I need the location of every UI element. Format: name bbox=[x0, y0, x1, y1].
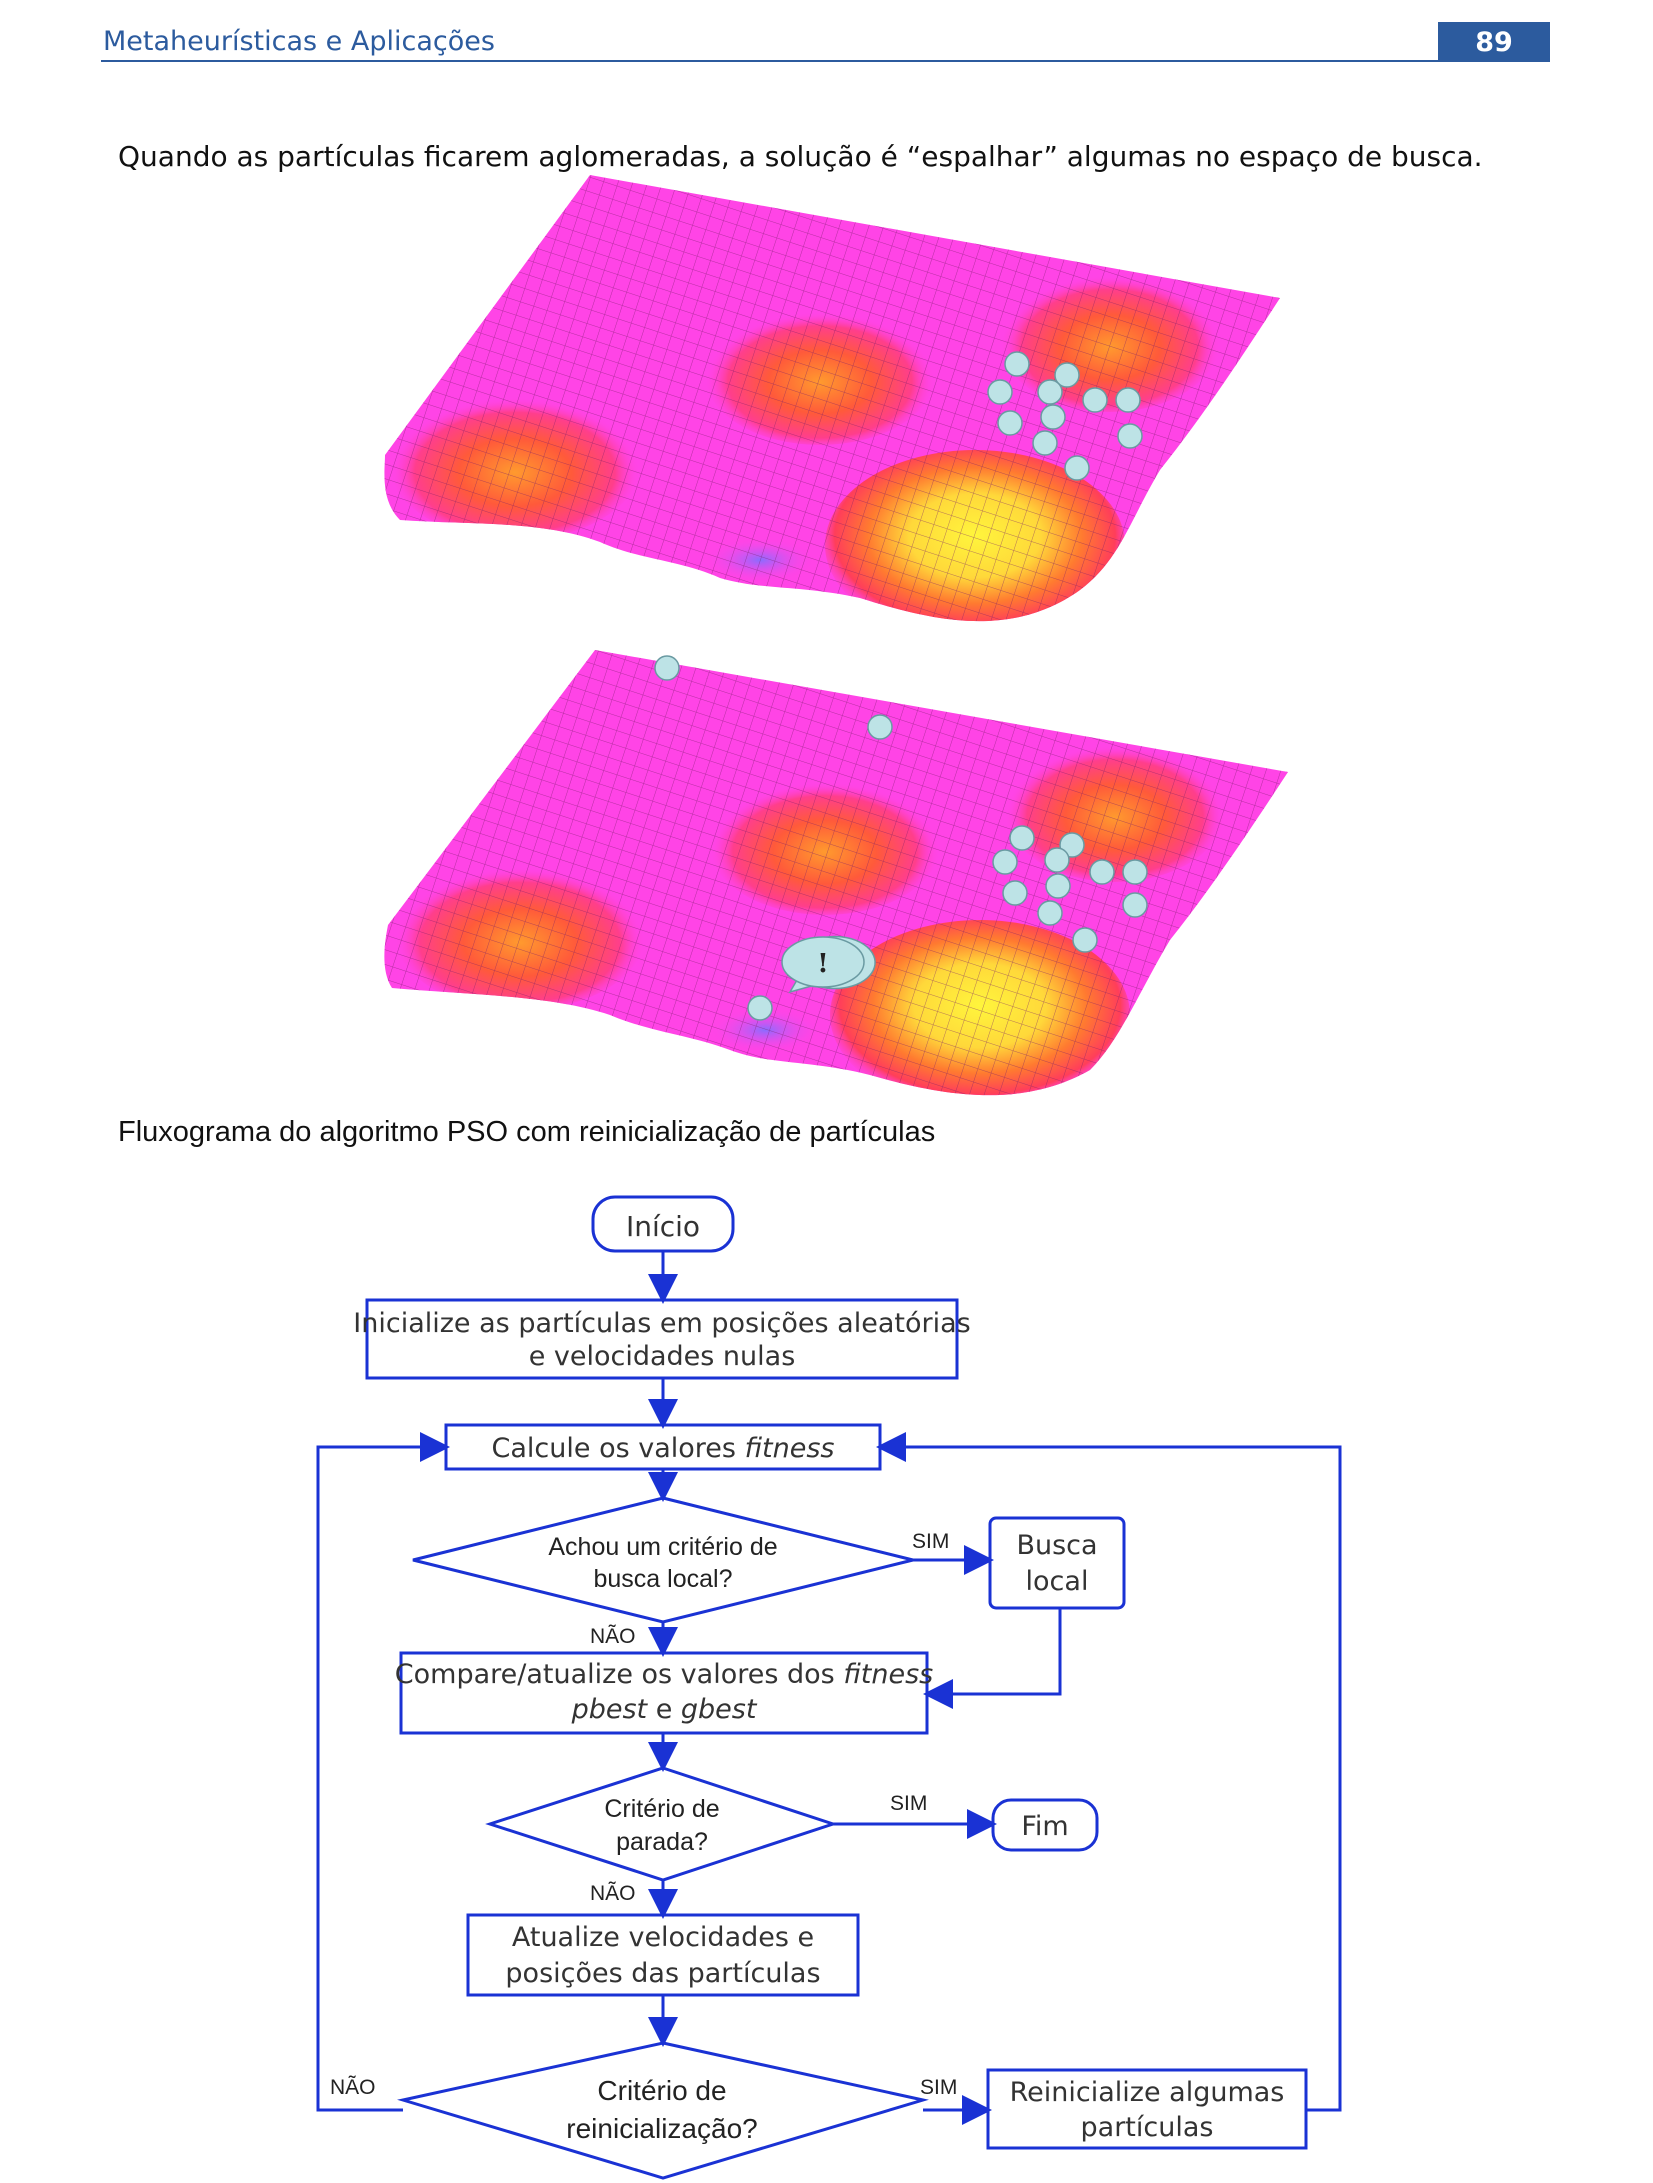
header-title: Metaheurísticas e Aplicações bbox=[103, 26, 495, 57]
update-line1: Atualize velocidades e bbox=[512, 1922, 814, 1953]
callout-symbol: ! bbox=[817, 949, 828, 979]
no-label-stop: NÃO bbox=[590, 1881, 636, 1905]
surface-plot-scattered: ! bbox=[384, 650, 1288, 1096]
compare-line2: pbest e gbest bbox=[571, 1694, 758, 1725]
local-decision-line1: Achou um critério de bbox=[548, 1533, 777, 1561]
surface-plot-clustered bbox=[384, 175, 1280, 622]
reinit-decision-line1: Critério de bbox=[597, 2075, 726, 2106]
start-label: Início bbox=[626, 1210, 700, 1243]
yes-label-stop: SIM bbox=[890, 1792, 927, 1815]
reinit-decision-line2: reinicialização? bbox=[566, 2113, 757, 2144]
intro-paragraph: Quando as partículas ficarem aglomeradas… bbox=[118, 140, 1483, 173]
local-search-line1: Busca bbox=[1016, 1530, 1097, 1561]
no-label-local: NÃO bbox=[590, 1624, 636, 1648]
reinit-decision bbox=[397, 2041, 929, 2180]
update-line2: posições das partículas bbox=[505, 1958, 820, 1989]
no-label-reinit: NÃO bbox=[330, 2075, 376, 2099]
stop-decision bbox=[485, 1766, 838, 1882]
compare-line1: Compare/atualize os valores dos fitness bbox=[395, 1659, 933, 1690]
reinit-line1: Reinicialize algumas bbox=[1010, 2077, 1285, 2108]
fitness-label: Calcule os valores fitness bbox=[492, 1433, 835, 1464]
init-label-line1: Inicialize as partículas em posições ale… bbox=[353, 1308, 970, 1339]
header-rule bbox=[101, 60, 1547, 62]
end-label: Fim bbox=[1021, 1811, 1068, 1842]
stop-decision-line2: parada? bbox=[616, 1828, 708, 1856]
exclamation-callout: ! bbox=[781, 935, 876, 994]
local-search-line2: local bbox=[1026, 1566, 1089, 1597]
local-decision-line2: busca local? bbox=[594, 1565, 733, 1593]
page-number: 89 bbox=[1438, 22, 1550, 62]
yes-label-local: SIM bbox=[912, 1530, 949, 1553]
stop-decision-line1: Critério de bbox=[604, 1795, 719, 1823]
reinit-line2: partículas bbox=[1081, 2112, 1214, 2143]
pso-flowchart: Início Inicialize as partículas em posiç… bbox=[316, 1195, 1342, 2180]
init-label-line2: e velocidades nulas bbox=[529, 1341, 796, 1372]
section-title: Fluxograma do algoritmo PSO com reinicia… bbox=[118, 1116, 936, 1148]
yes-label-reinit: SIM bbox=[920, 2076, 957, 2099]
